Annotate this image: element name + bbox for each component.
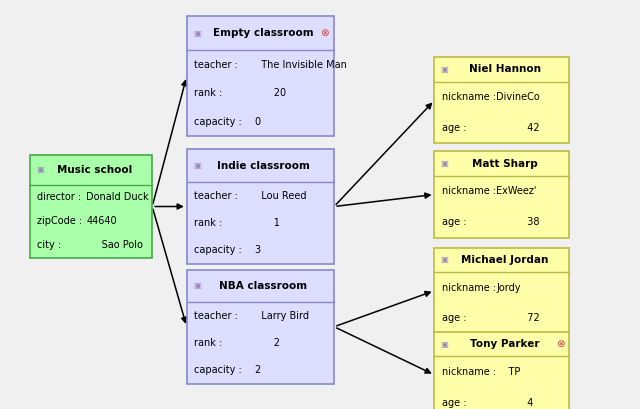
Text: Empty classroom: Empty classroom <box>213 28 314 38</box>
Text: city :: city : <box>38 240 61 250</box>
Text: Tony Parker: Tony Parker <box>470 339 540 349</box>
Text: ⊗: ⊗ <box>321 28 329 38</box>
Text: nickname :: nickname : <box>442 187 496 196</box>
Text: TP: TP <box>497 367 521 377</box>
Text: age :: age : <box>442 398 467 407</box>
Text: director :: director : <box>38 192 81 202</box>
Text: DivineCo: DivineCo <box>497 92 540 102</box>
Text: ▣: ▣ <box>193 29 201 38</box>
Text: Niel Hannon: Niel Hannon <box>469 65 541 74</box>
Text: Larry Bird: Larry Bird <box>255 311 308 321</box>
Text: The Invisible Man: The Invisible Man <box>255 60 346 70</box>
Text: 2: 2 <box>255 338 280 348</box>
Text: zipCode :: zipCode : <box>38 216 83 226</box>
Text: age :: age : <box>442 217 467 227</box>
Text: ⊗: ⊗ <box>556 339 564 349</box>
Text: NBA classroom: NBA classroom <box>220 281 308 291</box>
Text: Donald Duck: Donald Duck <box>86 192 149 202</box>
Text: capacity :: capacity : <box>195 365 242 375</box>
Text: Sao Polo: Sao Polo <box>86 240 143 250</box>
Text: rank :: rank : <box>195 218 223 228</box>
Text: ▣: ▣ <box>441 339 449 348</box>
Text: capacity :: capacity : <box>195 245 242 255</box>
Text: nickname :: nickname : <box>442 283 496 292</box>
FancyBboxPatch shape <box>187 270 334 384</box>
FancyBboxPatch shape <box>435 57 570 144</box>
Text: age :: age : <box>442 313 467 324</box>
FancyBboxPatch shape <box>30 155 152 258</box>
Text: nickname :: nickname : <box>442 92 496 102</box>
Text: ExWeez': ExWeez' <box>497 187 537 196</box>
Text: rank :: rank : <box>195 88 223 99</box>
Text: 20: 20 <box>255 88 285 99</box>
Text: ▣: ▣ <box>441 65 449 74</box>
Text: 44640: 44640 <box>86 216 117 226</box>
Text: rank :: rank : <box>195 338 223 348</box>
Text: 72: 72 <box>497 313 540 324</box>
Text: 0: 0 <box>255 117 260 127</box>
Text: Music school: Music school <box>56 165 132 175</box>
Text: 2: 2 <box>255 365 260 375</box>
Text: Indie classroom: Indie classroom <box>217 161 310 171</box>
Text: teacher :: teacher : <box>195 191 238 200</box>
Text: 42: 42 <box>497 123 540 133</box>
Text: nickname :: nickname : <box>442 367 496 377</box>
Text: ▣: ▣ <box>36 166 44 175</box>
Text: ▣: ▣ <box>441 159 449 168</box>
Text: age :: age : <box>442 123 467 133</box>
Text: teacher :: teacher : <box>195 60 238 70</box>
Text: 4: 4 <box>497 398 534 407</box>
FancyBboxPatch shape <box>435 151 570 238</box>
FancyBboxPatch shape <box>187 149 334 264</box>
FancyBboxPatch shape <box>435 247 570 334</box>
Text: ▣: ▣ <box>441 255 449 264</box>
Text: ▣: ▣ <box>193 161 201 170</box>
FancyBboxPatch shape <box>187 16 334 136</box>
Text: 1: 1 <box>255 218 280 228</box>
Text: capacity :: capacity : <box>195 117 242 127</box>
Text: ▣: ▣ <box>193 281 201 290</box>
Text: 3: 3 <box>255 245 260 255</box>
Text: teacher :: teacher : <box>195 311 238 321</box>
Text: 38: 38 <box>497 217 540 227</box>
FancyBboxPatch shape <box>435 332 570 409</box>
Text: Jordy: Jordy <box>497 283 521 292</box>
Text: Lou Reed: Lou Reed <box>255 191 306 200</box>
Text: Matt Sharp: Matt Sharp <box>472 159 538 169</box>
Text: Michael Jordan: Michael Jordan <box>461 255 548 265</box>
